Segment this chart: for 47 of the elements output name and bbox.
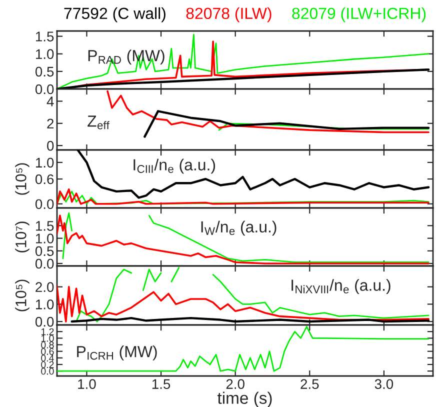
text: 77592 (C wall) (64, 7, 166, 22)
y-tick-label: 0.2 (41, 361, 54, 368)
series-label: 82079 (ILW+ICRH) (292, 7, 426, 22)
annotation: I$_{W}$/n$_{e}$ (a.u.) (201, 220, 276, 236)
x-tick-label: 2.0 (226, 379, 244, 389)
y-tick-label: 0.6 (41, 348, 54, 355)
annotation: P$_{RAD}$ (MW) (88, 50, 164, 64)
y-tick-label: 1.2 (41, 328, 54, 336)
y-tick-label: 0.5 (35, 66, 54, 77)
y-tick-label: 2.0 (36, 282, 54, 292)
y-axis-title: (10⁵) (15, 163, 30, 195)
y-tick-label: 1.5 (36, 221, 54, 231)
annotation: I$_{NiXVIII}$/n$_{e}$ (a.u.) (292, 279, 390, 294)
x-tick-label: 2.5 (300, 379, 319, 389)
x-tick-label: 3.0 (374, 379, 394, 389)
y-tick-label: 0.4 (41, 354, 54, 362)
line-series (57, 34, 430, 89)
y-tick-label: 0.5 (35, 246, 54, 256)
line-series (57, 68, 430, 89)
x-axis-title: time (s) (217, 392, 272, 407)
y-tick-label: 1.5 (36, 32, 54, 42)
series-label: 82078 (ILW) (186, 7, 272, 22)
x-tick-label: 1.0 (78, 379, 96, 389)
y-tick-label: 0.8 (41, 341, 54, 348)
y-axis-title: (10⁵) (15, 280, 30, 312)
y-tick-label: 0.0 (35, 84, 54, 94)
y-tick-label: 1.0 (36, 234, 54, 244)
y-tick-label: 1.0 (41, 334, 54, 342)
y-tick-label: 1.0 (36, 49, 54, 60)
y-tick-label: 0 (47, 140, 54, 151)
y-tick-label: 2 (47, 118, 54, 128)
annotation: P$_{ICRH}$ (MW) (77, 346, 157, 360)
line-series (76, 150, 430, 199)
annotation: Z$_{eff}$ (88, 116, 110, 130)
line-series (144, 110, 430, 138)
y-tick-label: 0.0 (35, 199, 54, 210)
annotation: I$_{CIII}$/n$_{e}$ (a.u.) (134, 158, 216, 174)
line-series (57, 326, 430, 372)
y-tick-label: 0.0 (35, 258, 54, 269)
y-tick-label: 4 (46, 96, 54, 106)
y-axis-title: (10⁷) (15, 222, 30, 252)
y-tick-label: 0.0 (35, 316, 54, 327)
y-tick-label: 1.0 (36, 300, 54, 310)
y-tick-label: 0.0 (41, 368, 54, 375)
y-tick-label: 0.6 (35, 174, 54, 184)
y-tick-label: 1.0 (36, 158, 54, 168)
x-tick-label: 1.5 (152, 379, 170, 389)
